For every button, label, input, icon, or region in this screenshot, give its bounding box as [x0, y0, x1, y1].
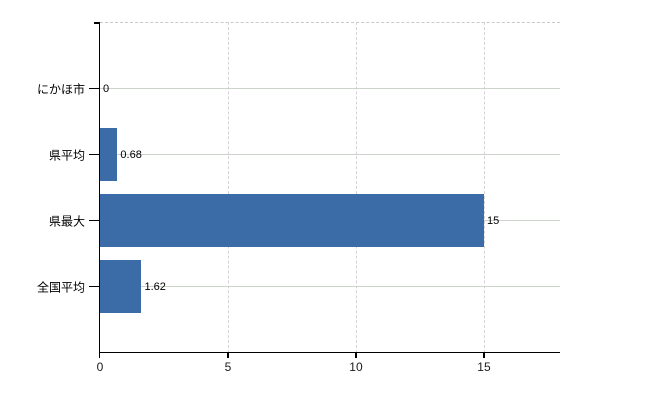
y-axis-tick — [89, 87, 99, 90]
bar — [100, 194, 484, 247]
x-axis-tick — [355, 353, 357, 358]
value-label: 15 — [486, 214, 500, 227]
category-label: 県平均 — [48, 148, 85, 162]
value-label: 1.62 — [144, 280, 166, 293]
x-axis-tick — [483, 353, 485, 358]
category-label: 県最大 — [48, 214, 85, 228]
x-tick-label: 5 — [224, 360, 232, 374]
x-axis-tick — [227, 353, 229, 358]
y-axis-tick — [89, 285, 99, 288]
x-tick-label: 10 — [349, 360, 363, 374]
vertical-gridline — [227, 22, 229, 353]
horizontal-gridline — [100, 154, 560, 155]
vertical-gridline — [483, 22, 485, 353]
value-label: 0 — [103, 82, 110, 95]
y-axis-top-tick — [94, 22, 99, 24]
bar — [100, 260, 142, 313]
vertical-gridline — [355, 22, 357, 353]
horizontal-gridline — [100, 286, 560, 287]
x-axis-line — [98, 351, 560, 353]
y-axis-tick — [89, 153, 99, 156]
x-axis-tick — [98, 353, 100, 358]
x-tick-label: 0 — [96, 360, 104, 374]
horizontal-gridline — [100, 88, 560, 89]
bar — [100, 128, 118, 181]
category-label: 全国平均 — [36, 280, 85, 294]
y-axis-line — [98, 22, 100, 358]
x-tick-label: 15 — [477, 360, 491, 374]
plot-top-border — [100, 22, 560, 23]
y-axis-tick — [89, 219, 99, 222]
value-label: 0.68 — [120, 148, 142, 161]
category-label: にかほ市 — [36, 82, 85, 96]
